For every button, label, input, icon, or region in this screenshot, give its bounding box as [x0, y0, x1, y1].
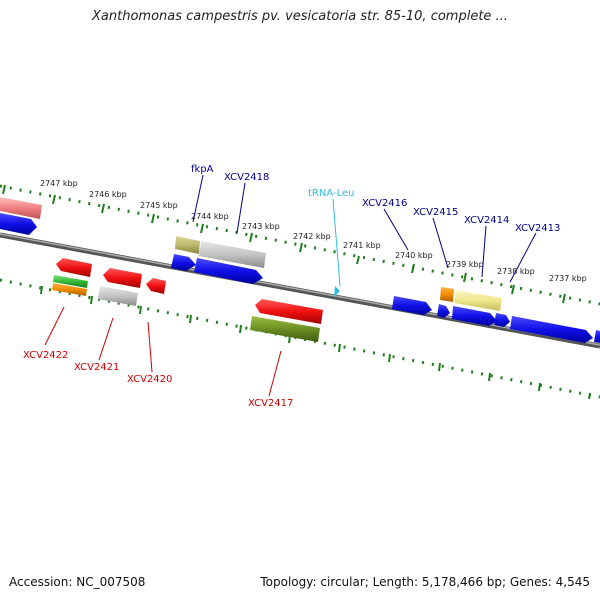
gene-XCV2420-red[interactable]	[146, 278, 166, 294]
gene-XCV2418-grey[interactable]	[199, 241, 266, 268]
gene-XCV2422-red[interactable]	[56, 258, 92, 277]
kbp-label-2737: 2737 kbp	[549, 274, 587, 283]
bottom-leader-lines	[44, 306, 282, 397]
gene-label-XCV2418[interactable]: XCV2418	[224, 172, 269, 183]
gene-label-XCV2417[interactable]: XCV2417	[248, 398, 293, 409]
gene-XCV2415-orange[interactable]	[440, 287, 454, 302]
bottom-gene-labels: XCV2422 XCV2421 XCV2420 XCV2417	[23, 350, 293, 409]
gene-partial-pink[interactable]	[0, 197, 42, 219]
gene-label-XCV2413[interactable]: XCV2413	[515, 223, 560, 234]
inner-major-ticks	[40, 285, 591, 400]
gene-fkpA-khaki[interactable]	[175, 236, 200, 254]
gene-label-XCV2416[interactable]: XCV2416	[362, 198, 407, 209]
gene-XCV2421-red[interactable]	[103, 268, 142, 288]
accession-text: Accession: NC_007508	[9, 575, 146, 589]
kbp-label-2741: 2741 kbp	[343, 241, 381, 250]
gene-XCV2414-yellow[interactable]	[454, 290, 502, 311]
gene-XCV2422-green[interactable]	[53, 275, 88, 288]
gene-XCV2422-orange[interactable]	[52, 283, 87, 296]
gene-label-XCV2414[interactable]: XCV2414	[464, 215, 509, 226]
gene-partial-blue-left[interactable]	[0, 213, 37, 235]
gene-label-tRNA-Leu[interactable]: tRNA-Leu	[308, 188, 354, 199]
outer-major-ticks	[2, 184, 566, 304]
inner-tick-track	[0, 278, 600, 399]
kbp-label-2742: 2742 kbp	[293, 232, 331, 241]
gene-XCV2417-red[interactable]	[255, 299, 323, 324]
gene-label-fkpA[interactable]: fkpA	[191, 164, 214, 175]
top-leader-lines	[192, 174, 537, 287]
tRNA-Leu-marker[interactable]	[334, 286, 340, 297]
outer-tick-track	[0, 184, 600, 306]
genome-backbone	[0, 232, 600, 349]
kbp-label-2745: 2745 kbp	[140, 201, 178, 210]
backbone-highlight	[0, 233, 600, 346]
reverse-genes	[52, 258, 323, 342]
kbp-label-2744: 2744 kbp	[191, 212, 229, 221]
gene-blue-f[interactable]	[494, 313, 510, 327]
forward-genes	[0, 197, 600, 343]
gene-blue-d[interactable]	[437, 304, 450, 318]
kbp-label-2746: 2746 kbp	[89, 190, 127, 199]
genome-summary-text: Topology: circular; Length: 5,178,466 bp…	[260, 575, 590, 589]
gene-blue-e[interactable]	[452, 306, 497, 326]
gene-label-XCV2422[interactable]: XCV2422	[23, 350, 68, 361]
kbp-label-2739: 2739 kbp	[446, 260, 484, 269]
top-gene-labels: fkpA XCV2418 tRNA-Leu XCV2416 XCV2415 XC…	[191, 164, 560, 234]
kbp-label-2740: 2740 kbp	[395, 251, 433, 260]
gene-XCV2417-olive[interactable]	[250, 316, 320, 342]
kbp-label-2743: 2743 kbp	[242, 222, 280, 231]
gene-blue-b[interactable]	[194, 258, 263, 284]
gene-label-XCV2421[interactable]: XCV2421	[74, 362, 119, 373]
kbp-label-2747: 2747 kbp	[40, 179, 78, 188]
gene-label-XCV2415[interactable]: XCV2415	[413, 207, 458, 218]
gene-XCV2413-blue[interactable]	[510, 316, 593, 343]
gene-label-XCV2420[interactable]: XCV2420	[127, 374, 172, 385]
gene-blue-a[interactable]	[171, 254, 196, 271]
gene-blue-c[interactable]	[392, 296, 432, 315]
gene-partial-blue-right[interactable]	[594, 330, 600, 343]
genome-title: Xanthomonas campestris pv. vesicatoria s…	[92, 9, 508, 24]
gene-XCV2421-grey[interactable]	[98, 286, 138, 306]
